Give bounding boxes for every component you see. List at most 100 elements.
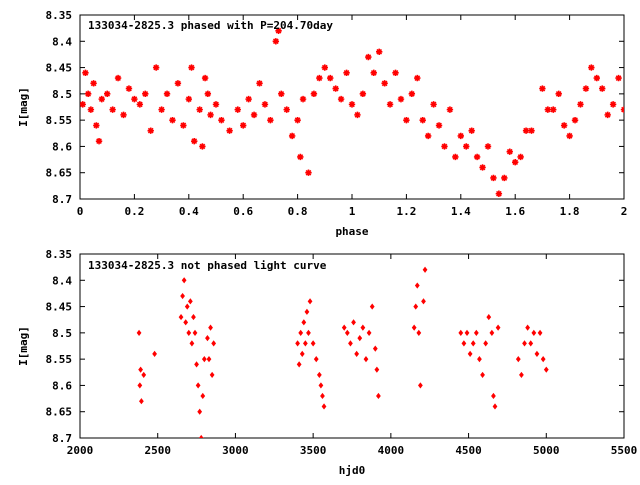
data-point [321, 403, 327, 410]
data-point [517, 153, 524, 161]
data-point [316, 74, 323, 82]
data-point [414, 282, 420, 289]
y-tick-label: 8.7 [52, 193, 72, 206]
data-point [205, 335, 210, 342]
data-point [495, 190, 503, 197]
data-point [483, 340, 489, 347]
data-point [501, 174, 508, 182]
data-point [302, 340, 308, 347]
data-point [609, 101, 617, 108]
data-point [304, 308, 310, 315]
data-point [360, 324, 366, 331]
data-point [374, 366, 380, 373]
data-point [484, 143, 492, 150]
data-point [408, 90, 416, 98]
data-point [370, 69, 377, 77]
data-point [464, 329, 470, 336]
unphased-light-curve-panel: 2000 2500 3000 3500 4000 4500 5000 5500 8.35 8.4 8… [17, 248, 637, 477]
data-point [537, 329, 543, 336]
data-points [136, 266, 549, 438]
data-point [207, 111, 214, 119]
data-point [550, 106, 557, 113]
data-point [620, 106, 624, 113]
data-point [90, 80, 97, 87]
data-point [297, 153, 304, 161]
data-point [566, 132, 573, 140]
data-point [519, 371, 524, 379]
y-tick-label: 8.45 [46, 62, 73, 75]
data-point [376, 392, 381, 400]
data-point [441, 143, 448, 150]
data-point [295, 340, 300, 347]
data-point [515, 356, 521, 363]
y-tick-label: 8.65 [46, 406, 73, 419]
data-point [183, 319, 189, 326]
x-tick-label: 0 [77, 205, 84, 218]
data-point [283, 106, 290, 113]
data-point [197, 408, 203, 415]
data-point [411, 324, 417, 331]
x-tick-label: 4000 [378, 444, 405, 457]
data-point [381, 80, 388, 87]
y-tick-label: 8.4 [52, 35, 72, 48]
data-point [540, 356, 546, 363]
data-point [392, 69, 399, 77]
x-axis-label: phase [335, 225, 368, 238]
data-point [261, 101, 269, 108]
data-point [169, 116, 176, 124]
data-point [424, 132, 432, 140]
data-point [419, 116, 426, 124]
data-point [201, 356, 207, 363]
data-point [522, 127, 530, 134]
data-point [321, 64, 328, 71]
data-point [218, 116, 225, 124]
data-point [372, 345, 378, 352]
x-tick-label: 5500 [611, 444, 638, 457]
data-point [344, 329, 350, 336]
y-tick-label: 8.5 [52, 327, 72, 340]
x-tick-label: 3000 [222, 444, 249, 457]
x-tick-label: 4500 [455, 444, 482, 457]
y-tick-label: 8.6 [52, 379, 72, 392]
data-point [512, 159, 519, 166]
data-point [369, 303, 375, 310]
data-point [189, 340, 195, 347]
data-point [299, 350, 305, 357]
data-point [95, 137, 103, 145]
data-point [452, 153, 459, 161]
chart-title: 133034-2825.3 not phased light curve [88, 259, 327, 272]
y-tick-label: 8.45 [46, 301, 73, 314]
data-point [288, 132, 296, 140]
data-point [206, 356, 212, 363]
data-point [180, 292, 185, 300]
data-point [188, 64, 195, 71]
data-point [267, 116, 274, 124]
data-point [278, 90, 285, 98]
data-point [457, 132, 464, 140]
data-point [194, 361, 199, 368]
data-point [522, 340, 527, 347]
y-tick-label: 8.55 [46, 353, 73, 366]
x-tick-label: 2500 [144, 444, 171, 457]
data-point [114, 74, 122, 82]
data-point [458, 329, 464, 336]
data-point [414, 74, 421, 82]
data-point [307, 298, 313, 305]
data-point [313, 356, 319, 363]
data-point [555, 90, 562, 98]
data-point [320, 392, 325, 400]
data-point [318, 382, 324, 389]
data-point [365, 53, 372, 61]
data-point [181, 277, 187, 284]
y-tick-label: 8.35 [46, 248, 73, 261]
data-point [82, 69, 89, 77]
data-point [463, 143, 470, 150]
data-point [201, 74, 209, 82]
data-point [152, 350, 157, 357]
data-point [354, 111, 361, 119]
data-point [422, 266, 428, 273]
data-point [136, 329, 142, 336]
data-point [187, 298, 193, 305]
data-point [234, 106, 241, 113]
